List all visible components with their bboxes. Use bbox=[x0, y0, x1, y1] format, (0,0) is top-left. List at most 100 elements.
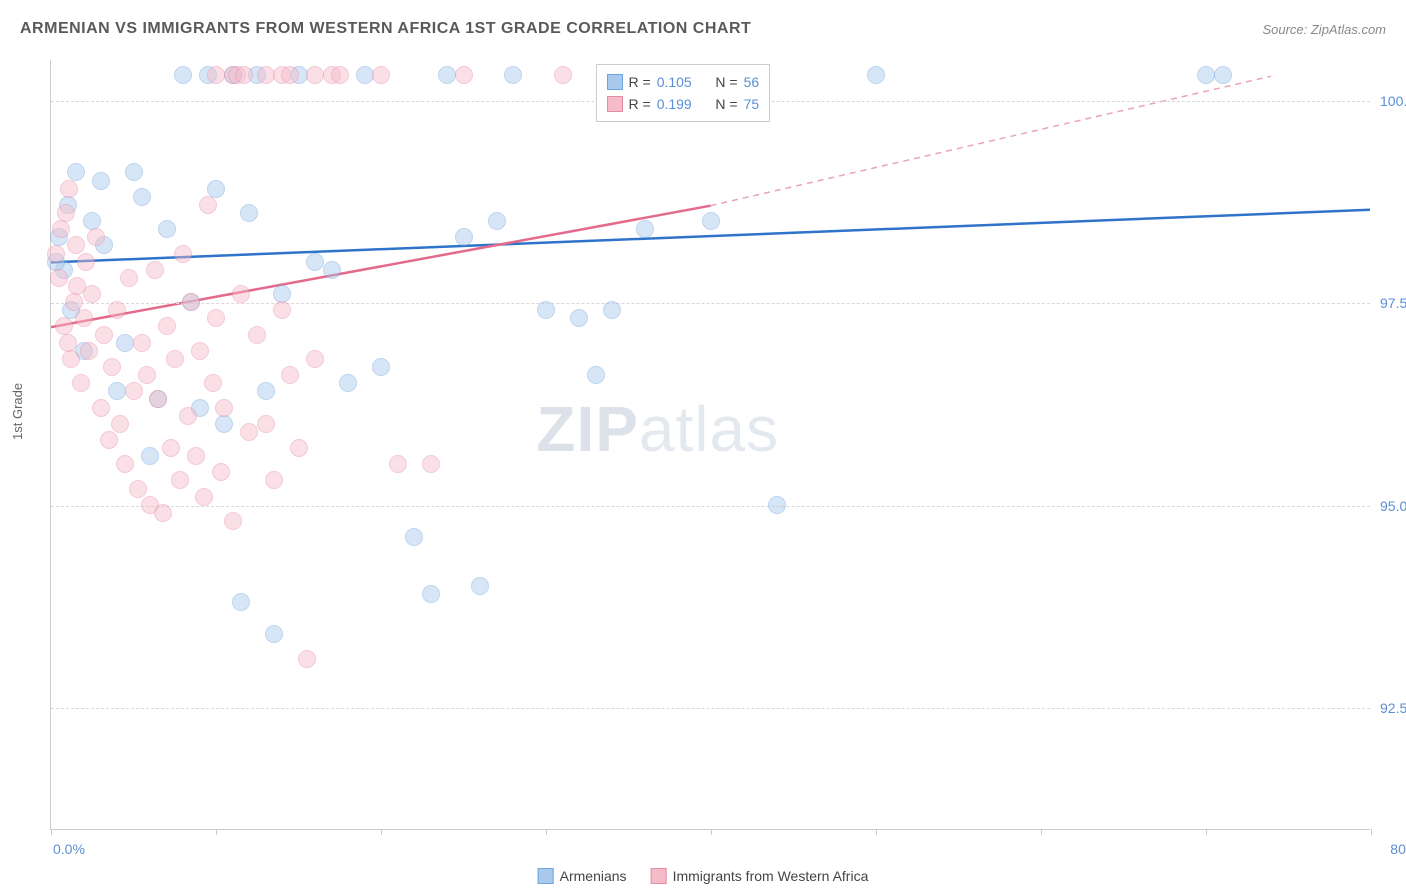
point-immigrants bbox=[281, 366, 299, 384]
legend-item-immigrants: Immigrants from Western Africa bbox=[651, 868, 869, 884]
point-immigrants bbox=[55, 317, 73, 335]
point-immigrants bbox=[195, 488, 213, 506]
point-armenians bbox=[587, 366, 605, 384]
point-armenians bbox=[438, 66, 456, 84]
point-immigrants bbox=[77, 253, 95, 271]
point-armenians bbox=[455, 228, 473, 246]
point-immigrants bbox=[47, 245, 65, 263]
point-immigrants bbox=[422, 455, 440, 473]
point-immigrants bbox=[100, 431, 118, 449]
point-immigrants bbox=[306, 66, 324, 84]
point-armenians bbox=[405, 528, 423, 546]
point-immigrants bbox=[92, 399, 110, 417]
point-armenians bbox=[471, 577, 489, 595]
point-immigrants bbox=[273, 301, 291, 319]
swatch-armenians bbox=[538, 868, 554, 884]
point-immigrants bbox=[125, 382, 143, 400]
watermark-bold: ZIP bbox=[536, 393, 639, 465]
point-armenians bbox=[636, 220, 654, 238]
point-armenians bbox=[232, 593, 250, 611]
point-armenians bbox=[504, 66, 522, 84]
r-label: R = bbox=[629, 71, 651, 93]
point-immigrants bbox=[257, 415, 275, 433]
point-immigrants bbox=[75, 309, 93, 327]
x-tick bbox=[216, 829, 217, 835]
r-value: 0.199 bbox=[657, 93, 692, 115]
point-armenians bbox=[570, 309, 588, 327]
point-armenians bbox=[702, 212, 720, 230]
point-immigrants bbox=[87, 228, 105, 246]
gridline-horizontal bbox=[51, 506, 1370, 507]
point-immigrants bbox=[95, 326, 113, 344]
y-axis-label: 1st Grade bbox=[10, 383, 25, 440]
point-immigrants bbox=[235, 66, 253, 84]
point-immigrants bbox=[62, 350, 80, 368]
point-armenians bbox=[488, 212, 506, 230]
x-tick bbox=[381, 829, 382, 835]
x-tick bbox=[546, 829, 547, 835]
correlation-legend-row: R =0.105 N =56 bbox=[607, 71, 760, 93]
point-immigrants bbox=[290, 439, 308, 457]
y-tick-label: 100.0% bbox=[1380, 93, 1406, 109]
point-armenians bbox=[257, 382, 275, 400]
point-armenians bbox=[133, 188, 151, 206]
trend-line bbox=[711, 76, 1272, 206]
x-tick bbox=[876, 829, 877, 835]
chart-title: ARMENIAN VS IMMIGRANTS FROM WESTERN AFRI… bbox=[20, 20, 751, 38]
x-tick bbox=[51, 829, 52, 835]
point-immigrants bbox=[166, 350, 184, 368]
point-armenians bbox=[207, 180, 225, 198]
point-immigrants bbox=[331, 66, 349, 84]
point-immigrants bbox=[65, 293, 83, 311]
point-immigrants bbox=[72, 374, 90, 392]
point-armenians bbox=[92, 172, 110, 190]
point-armenians bbox=[158, 220, 176, 238]
x-tick-label-min: 0.0% bbox=[53, 841, 85, 857]
point-immigrants bbox=[67, 236, 85, 254]
point-immigrants bbox=[52, 220, 70, 238]
gridline-horizontal bbox=[51, 708, 1370, 709]
r-label: R = bbox=[629, 93, 651, 115]
swatch-immigrants-icon bbox=[607, 96, 623, 112]
chart-container: ARMENIAN VS IMMIGRANTS FROM WESTERN AFRI… bbox=[0, 0, 1406, 892]
watermark-light: atlas bbox=[639, 393, 779, 465]
x-tick bbox=[1371, 829, 1372, 835]
y-tick-label: 95.0% bbox=[1380, 498, 1406, 514]
point-immigrants bbox=[232, 285, 250, 303]
point-immigrants bbox=[133, 334, 151, 352]
point-immigrants bbox=[207, 309, 225, 327]
trend-lines-svg bbox=[51, 60, 1370, 829]
point-immigrants bbox=[138, 366, 156, 384]
x-tick bbox=[1206, 829, 1207, 835]
point-immigrants bbox=[182, 293, 200, 311]
point-armenians bbox=[125, 163, 143, 181]
point-immigrants bbox=[174, 245, 192, 263]
legend-item-armenians: Armenians bbox=[538, 868, 627, 884]
point-immigrants bbox=[158, 317, 176, 335]
point-armenians bbox=[768, 496, 786, 514]
bottom-legend: Armenians Immigrants from Western Africa bbox=[538, 868, 869, 884]
point-armenians bbox=[141, 447, 159, 465]
point-immigrants bbox=[149, 390, 167, 408]
point-immigrants bbox=[265, 471, 283, 489]
x-tick-label-max: 80.0% bbox=[1390, 841, 1406, 857]
point-immigrants bbox=[179, 407, 197, 425]
point-armenians bbox=[108, 382, 126, 400]
y-tick-label: 92.5% bbox=[1380, 700, 1406, 716]
point-immigrants bbox=[199, 196, 217, 214]
point-immigrants bbox=[389, 455, 407, 473]
point-immigrants bbox=[171, 471, 189, 489]
point-armenians bbox=[215, 415, 233, 433]
gridline-horizontal bbox=[51, 303, 1370, 304]
point-armenians bbox=[356, 66, 374, 84]
point-immigrants bbox=[224, 512, 242, 530]
point-armenians bbox=[867, 66, 885, 84]
swatch-immigrants bbox=[651, 868, 667, 884]
point-armenians bbox=[422, 585, 440, 603]
x-tick bbox=[711, 829, 712, 835]
point-immigrants bbox=[83, 285, 101, 303]
watermark: ZIPatlas bbox=[536, 392, 779, 466]
point-armenians bbox=[339, 374, 357, 392]
point-armenians bbox=[306, 253, 324, 271]
point-immigrants bbox=[212, 463, 230, 481]
